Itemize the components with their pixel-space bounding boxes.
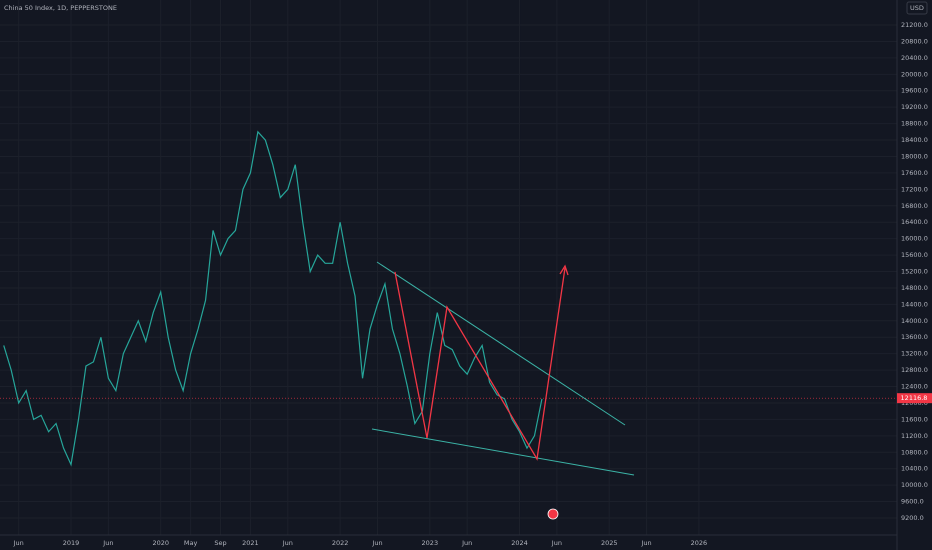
marks: [0, 130, 897, 467]
y-tick-label: 17600.0: [901, 169, 928, 177]
y-tick-label: 16000.0: [901, 235, 928, 243]
x-tick-label: 2026: [691, 539, 708, 547]
chart-title: China 50 Index, 1D, PEPPERSTONE: [4, 4, 117, 12]
x-tick-label: 2024: [511, 539, 528, 547]
y-tick-label: 14800.0: [901, 284, 928, 292]
y-tick-label: 20800.0: [901, 37, 928, 45]
y-tick-label: 11200.0: [901, 432, 928, 440]
x-tick-label: 2021: [242, 539, 259, 547]
x-tick-label: Jun: [551, 539, 562, 547]
currency-box[interactable]: [906, 1, 928, 15]
y-tick-label: 19200.0: [901, 103, 928, 111]
x-tick-label: 2019: [63, 539, 80, 547]
y-tick-label: 15600.0: [901, 251, 928, 259]
y-tick-label: 18800.0: [901, 120, 928, 128]
x-tick-label: Jun: [371, 539, 382, 547]
y-tick-label: 16800.0: [901, 202, 928, 210]
x-tick-label: Jun: [282, 539, 293, 547]
y-tick-label: 13200.0: [901, 350, 928, 358]
y-tick-label: 14000.0: [901, 317, 928, 325]
y-tick-label: 13600.0: [901, 333, 928, 341]
x-tick-label: Jun: [641, 539, 652, 547]
y-tick-label: 20000.0: [901, 70, 928, 78]
y-tick-label: 18400.0: [901, 136, 928, 144]
arrow-head: [559, 264, 569, 276]
currency: USD: [910, 4, 924, 12]
zigzag-projection: [394, 267, 566, 461]
y-tick-label: 14400.0: [901, 300, 928, 308]
y-tick-label: 18000.0: [901, 152, 928, 160]
x-tick-label: 2022: [332, 539, 349, 547]
y-tick-label: 17200.0: [901, 185, 928, 193]
x-tick-label: 2020: [152, 539, 169, 547]
y-tick-label: 15200.0: [901, 268, 928, 276]
y-tick-label: 19600.0: [901, 87, 928, 95]
x-tick-label: May: [184, 539, 198, 547]
y-tick-label: 10400.0: [901, 465, 928, 473]
upper-trendline: [376, 261, 626, 426]
grid: [0, 0, 897, 535]
lower-trendline: [371, 428, 635, 476]
event-icon[interactable]: [547, 508, 559, 520]
x-tick-label: Jun: [461, 539, 472, 547]
y-tick-label: 21200.0: [901, 21, 928, 29]
x-tick-label: Sep: [214, 539, 226, 547]
last-price-label: 12116.8: [901, 394, 928, 402]
y-tick-label: 10000.0: [901, 481, 928, 489]
axes: 9200.0 9600.0 10000.0 10400.0 10800.0 11200.0…: [13, 21, 932, 547]
last-price-box: [897, 393, 932, 404]
y-tick-label: 9200.0: [901, 514, 924, 522]
price-line: [3, 130, 543, 467]
y-tick-label: 12800.0: [901, 366, 928, 374]
x-tick-label: 2025: [601, 539, 618, 547]
y-tick-label: 12400.0: [901, 383, 928, 391]
x-tick-label: Jun: [102, 539, 113, 547]
x-tick-label: 2023: [422, 539, 439, 547]
y-tick-label: 20400.0: [901, 54, 928, 62]
y-tick-label: 16400.0: [901, 218, 928, 226]
y-tick-label: 9600.0: [901, 498, 924, 506]
x-tick-label: Jun: [13, 539, 24, 547]
y-tick-label: 11600.0: [901, 415, 928, 423]
y-tick-label: 10800.0: [901, 448, 928, 456]
